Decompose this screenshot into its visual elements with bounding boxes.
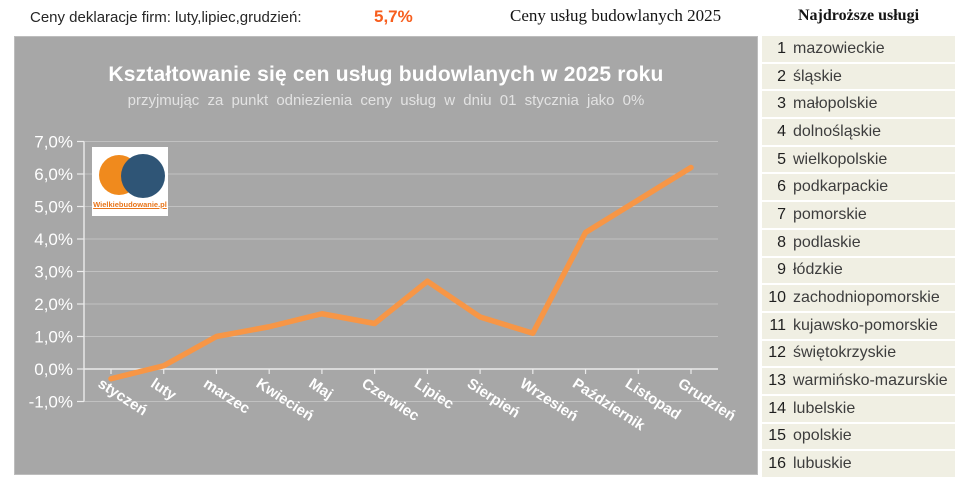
ranking-rank: 10 <box>768 289 786 307</box>
ranking-rank: 16 <box>768 455 786 473</box>
ranking-region-name: warmińsko-mazurskie <box>793 372 948 390</box>
ranking-region-name: świętokrzyskie <box>793 344 897 362</box>
x-axis-label: Czerwiec <box>358 375 422 425</box>
ranking-rank: 4 <box>777 122 786 140</box>
x-axis-label: Maj <box>306 375 336 403</box>
ranking-row[interactable]: 9 łódzkie <box>762 257 955 284</box>
chart-plot-area: 7,0% 6,0% 5,0% 4,0% 3,0% 2,0% 1,0% 0,0% -1,0% sty… <box>29 133 739 435</box>
x-axis-label: Sierpień <box>464 375 523 421</box>
ranking-rank: 5 <box>777 150 786 168</box>
y-axis-label: 5,0% <box>34 198 73 217</box>
x-axis-label: Grudzień <box>675 375 739 425</box>
y-axis-label: -1,0% <box>29 393 73 412</box>
ranking-rank: 1 <box>777 39 786 57</box>
ranking-region-name: opolskie <box>793 427 852 445</box>
ranking-rank: 8 <box>777 233 786 251</box>
logo-navy-circle-icon <box>121 154 165 198</box>
y-axis-label: 2,0% <box>34 295 73 314</box>
ranking-row[interactable]: 3 małopolskie <box>762 91 955 118</box>
ranking-row[interactable]: 1 mazowieckie <box>762 36 955 62</box>
ranking-rank: 14 <box>768 399 786 417</box>
x-axis-label: Wrzesień <box>517 375 581 425</box>
ranking-region-name: zachodniopomorskie <box>793 289 940 307</box>
ranking-row[interactable]: 13 warmińsko-mazurskie <box>762 368 955 394</box>
ranking-list: 1 mazowieckie 2 śląskie 3 małopolskie 4 dolnośl… <box>762 36 955 479</box>
ranking-region-name: podkarpackie <box>793 178 889 196</box>
ranking-row[interactable]: 15 opolskie <box>762 423 955 450</box>
ranking-region-name: mazowieckie <box>793 39 885 57</box>
ranking-row[interactable]: 10 zachodniopomorskie <box>762 285 955 311</box>
x-axis-label: Kwiecień <box>253 375 317 425</box>
ranking-rank: 13 <box>768 372 786 390</box>
ranking-title: Najdroższe usługi <box>797 7 920 24</box>
ranking-rank: 9 <box>777 261 786 279</box>
ranking-rank: 11 <box>769 316 786 334</box>
ranking-row[interactable]: 12 świętokrzyskie <box>762 340 955 367</box>
ranking-region-name: pomorskie <box>793 205 867 223</box>
ranking-region-name: lubuskie <box>793 455 852 473</box>
ranking-rank: 12 <box>768 344 786 362</box>
ranking-region-name: wielkopolskie <box>793 150 888 168</box>
price-line-chart[interactable]: Kształtowanie się cen usług budowlanych … <box>14 36 758 475</box>
page-title: Ceny usług budowlanych 2025 <box>510 6 722 25</box>
ranking-rank: 3 <box>777 95 786 113</box>
ranking-rank: 2 <box>777 67 786 85</box>
ranking-rank: 6 <box>777 178 786 196</box>
price-line-series <box>108 164 694 382</box>
y-axis-label: 0,0% <box>34 360 73 379</box>
ranking-region-name: lubelskie <box>793 399 856 417</box>
declared-prices-label: Ceny deklaracje firm: luty,lipiec,grudzi… <box>30 9 302 26</box>
ranking-row[interactable]: 8 podlaskie <box>762 229 955 256</box>
ranking-rank: 7 <box>777 205 786 223</box>
ranking-region-name: małopolskie <box>793 95 878 113</box>
ranking-rank: 15 <box>768 427 786 445</box>
ranking-row[interactable]: 7 pomorskie <box>762 202 955 228</box>
logo-text: Wielkiebudowanie.pl <box>93 200 167 209</box>
ranking-row[interactable]: 4 dolnośląskie <box>762 119 955 145</box>
ranking-region-name: podlaskie <box>793 233 861 251</box>
y-axis-label: 7,0% <box>34 133 73 152</box>
wielkiebudowanie-logo: Wielkiebudowanie.pl <box>92 147 168 216</box>
ranking-row[interactable]: 16 lubuskie <box>762 451 955 477</box>
ranking-region-name: śląskie <box>793 67 842 85</box>
y-axis-label: 4,0% <box>34 230 73 249</box>
chart-title: Kształtowanie się cen usług budowlanych … <box>108 63 664 86</box>
ranking-region-name: kujawsko-pomorskie <box>793 316 938 334</box>
y-axis-label: 3,0% <box>34 263 73 282</box>
x-axis-label: styczeń <box>95 375 150 419</box>
ranking-region-name: łódzkie <box>793 261 843 279</box>
ranking-row[interactable]: 6 podkarpackie <box>762 174 955 201</box>
declared-prices-value: 5,7% <box>374 7 413 26</box>
x-axis-label: luty <box>148 375 180 404</box>
x-axis-label: marzec <box>200 375 253 417</box>
ranking-row[interactable]: 5 wielkopolskie <box>762 146 955 173</box>
y-axis-label: 6,0% <box>34 165 73 184</box>
chart-subtitle: przyjmując za punkt odniezienia ceny usł… <box>127 92 645 109</box>
ranking-region-name: dolnośląskie <box>793 122 882 140</box>
ranking-row[interactable]: 14 lubelskie <box>762 395 955 422</box>
ranking-row[interactable]: 11 kujawsko-pomorskie <box>762 312 955 339</box>
y-axis-label: 1,0% <box>34 328 73 347</box>
ranking-row[interactable]: 2 śląskie <box>762 63 955 90</box>
